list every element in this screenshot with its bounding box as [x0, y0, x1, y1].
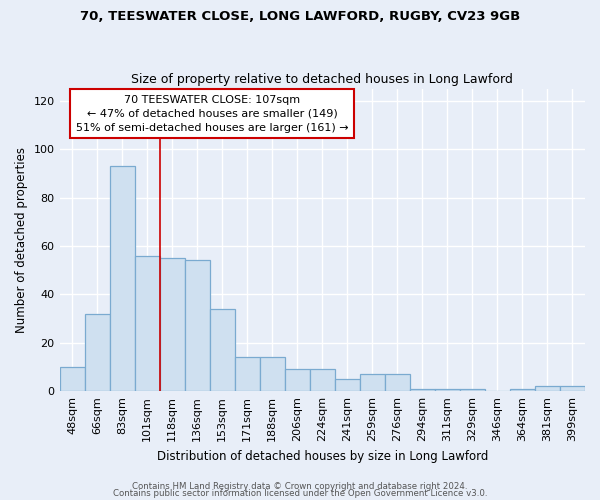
Bar	[85, 314, 110, 391]
Title: Size of property relative to detached houses in Long Lawford: Size of property relative to detached ho…	[131, 73, 513, 86]
Bar	[435, 389, 460, 391]
Bar	[335, 379, 360, 391]
Bar	[385, 374, 410, 391]
Bar	[59, 367, 85, 391]
Bar	[285, 370, 310, 391]
Y-axis label: Number of detached properties: Number of detached properties	[15, 147, 28, 333]
Bar	[460, 389, 485, 391]
Text: Contains public sector information licensed under the Open Government Licence v3: Contains public sector information licen…	[113, 490, 487, 498]
Bar	[310, 370, 335, 391]
Bar	[235, 358, 260, 391]
Bar	[110, 166, 134, 391]
Bar	[560, 386, 585, 391]
Text: 70 TEESWATER CLOSE: 107sqm
← 47% of detached houses are smaller (149)
51% of sem: 70 TEESWATER CLOSE: 107sqm ← 47% of deta…	[76, 94, 348, 132]
X-axis label: Distribution of detached houses by size in Long Lawford: Distribution of detached houses by size …	[157, 450, 488, 462]
Text: 70, TEESWATER CLOSE, LONG LAWFORD, RUGBY, CV23 9GB: 70, TEESWATER CLOSE, LONG LAWFORD, RUGBY…	[80, 10, 520, 23]
Bar	[410, 389, 435, 391]
Bar	[185, 260, 209, 391]
Bar	[535, 386, 560, 391]
Bar	[209, 309, 235, 391]
Bar	[134, 256, 160, 391]
Bar	[360, 374, 385, 391]
Bar	[260, 358, 285, 391]
Text: Contains HM Land Registry data © Crown copyright and database right 2024.: Contains HM Land Registry data © Crown c…	[132, 482, 468, 491]
Bar	[510, 389, 535, 391]
Bar	[160, 258, 185, 391]
